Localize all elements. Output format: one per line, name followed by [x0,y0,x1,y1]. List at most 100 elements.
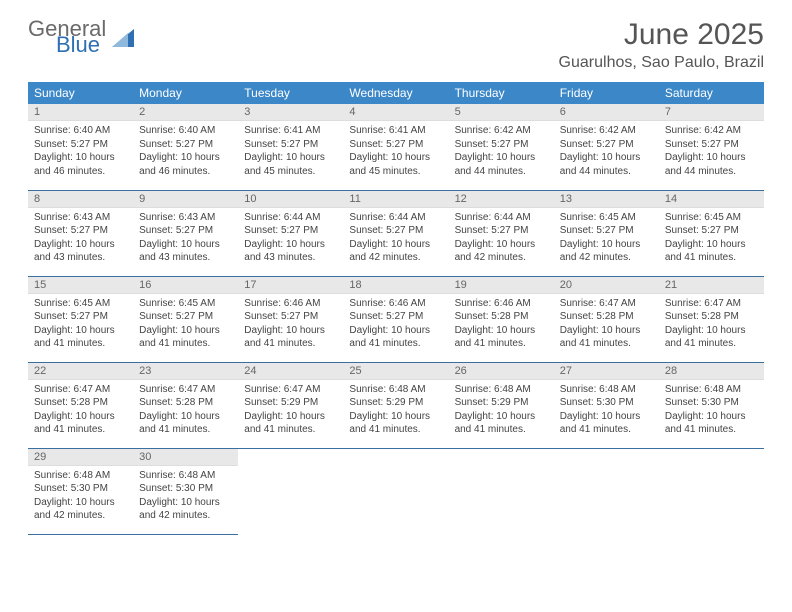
sunrise-line: Sunrise: 6:46 AM [244,297,337,311]
weekday-header: Monday [133,82,238,104]
calendar-cell: 29Sunrise: 6:48 AMSunset: 5:30 PMDayligh… [28,448,133,534]
day-number: 23 [133,363,238,380]
sunrise-line: Sunrise: 6:48 AM [455,383,548,397]
calendar-cell: 30Sunrise: 6:48 AMSunset: 5:30 PMDayligh… [133,448,238,534]
sunrise-line: Sunrise: 6:45 AM [665,211,758,225]
sunset-line: Sunset: 5:27 PM [139,224,232,238]
calendar-page: General Blue June 2025 Guarulhos, Sao Pa… [0,0,792,553]
sunrise-line: Sunrise: 6:48 AM [34,469,127,483]
calendar-cell: 13Sunrise: 6:45 AMSunset: 5:27 PMDayligh… [554,190,659,276]
day-info: Sunrise: 6:41 AMSunset: 5:27 PMDaylight:… [238,121,343,184]
day-info: Sunrise: 6:43 AMSunset: 5:27 PMDaylight:… [28,208,133,271]
weekday-header: Saturday [659,82,764,104]
sunset-line: Sunset: 5:29 PM [455,396,548,410]
calendar-cell: 3Sunrise: 6:41 AMSunset: 5:27 PMDaylight… [238,104,343,190]
calendar-cell: 21Sunrise: 6:47 AMSunset: 5:28 PMDayligh… [659,276,764,362]
calendar-cell: 8Sunrise: 6:43 AMSunset: 5:27 PMDaylight… [28,190,133,276]
calendar-cell: 22Sunrise: 6:47 AMSunset: 5:28 PMDayligh… [28,362,133,448]
sunrise-line: Sunrise: 6:46 AM [455,297,548,311]
daylight-line: Daylight: 10 hours and 42 minutes. [34,496,127,523]
daylight-line: Daylight: 10 hours and 42 minutes. [560,238,653,265]
day-info: Sunrise: 6:45 AMSunset: 5:27 PMDaylight:… [28,294,133,357]
sunset-line: Sunset: 5:30 PM [665,396,758,410]
daylight-line: Daylight: 10 hours and 44 minutes. [665,151,758,178]
sunrise-line: Sunrise: 6:47 AM [34,383,127,397]
calendar-cell [659,448,764,534]
sunrise-line: Sunrise: 6:43 AM [139,211,232,225]
day-number: 26 [449,363,554,380]
calendar-cell: 5Sunrise: 6:42 AMSunset: 5:27 PMDaylight… [449,104,554,190]
day-info: Sunrise: 6:48 AMSunset: 5:29 PMDaylight:… [449,380,554,443]
calendar-cell: 4Sunrise: 6:41 AMSunset: 5:27 PMDaylight… [343,104,448,190]
logo-text: General Blue [28,18,106,56]
logo: General Blue [28,18,136,56]
sunset-line: Sunset: 5:27 PM [665,224,758,238]
daylight-line: Daylight: 10 hours and 41 minutes. [665,324,758,351]
day-number: 16 [133,277,238,294]
day-number: 3 [238,104,343,121]
calendar-cell: 10Sunrise: 6:44 AMSunset: 5:27 PMDayligh… [238,190,343,276]
day-info: Sunrise: 6:47 AMSunset: 5:28 PMDaylight:… [554,294,659,357]
day-info: Sunrise: 6:42 AMSunset: 5:27 PMDaylight:… [554,121,659,184]
daylight-line: Daylight: 10 hours and 45 minutes. [244,151,337,178]
daylight-line: Daylight: 10 hours and 41 minutes. [665,410,758,437]
logo-sail-icon [110,27,136,49]
sunrise-line: Sunrise: 6:47 AM [139,383,232,397]
sunset-line: Sunset: 5:30 PM [139,482,232,496]
day-number: 9 [133,191,238,208]
sunset-line: Sunset: 5:29 PM [244,396,337,410]
title-block: June 2025 Guarulhos, Sao Paulo, Brazil [559,18,764,72]
daylight-line: Daylight: 10 hours and 41 minutes. [349,324,442,351]
sunset-line: Sunset: 5:27 PM [244,310,337,324]
day-info: Sunrise: 6:42 AMSunset: 5:27 PMDaylight:… [449,121,554,184]
day-info: Sunrise: 6:42 AMSunset: 5:27 PMDaylight:… [659,121,764,184]
day-info: Sunrise: 6:48 AMSunset: 5:30 PMDaylight:… [659,380,764,443]
weekday-header-row: SundayMondayTuesdayWednesdayThursdayFrid… [28,82,764,104]
page-title: June 2025 [559,18,764,52]
day-info: Sunrise: 6:48 AMSunset: 5:29 PMDaylight:… [343,380,448,443]
sunrise-line: Sunrise: 6:48 AM [139,469,232,483]
sunset-line: Sunset: 5:27 PM [34,310,127,324]
sunrise-line: Sunrise: 6:45 AM [560,211,653,225]
day-info: Sunrise: 6:44 AMSunset: 5:27 PMDaylight:… [238,208,343,271]
day-info: Sunrise: 6:44 AMSunset: 5:27 PMDaylight:… [343,208,448,271]
sunrise-line: Sunrise: 6:43 AM [34,211,127,225]
daylight-line: Daylight: 10 hours and 42 minutes. [349,238,442,265]
sunrise-line: Sunrise: 6:40 AM [34,124,127,138]
daylight-line: Daylight: 10 hours and 41 minutes. [455,324,548,351]
sunrise-line: Sunrise: 6:44 AM [244,211,337,225]
sunset-line: Sunset: 5:27 PM [349,224,442,238]
sunrise-line: Sunrise: 6:47 AM [665,297,758,311]
sunrise-line: Sunrise: 6:48 AM [560,383,653,397]
day-number: 30 [133,449,238,466]
daylight-line: Daylight: 10 hours and 41 minutes. [244,324,337,351]
day-number: 22 [28,363,133,380]
daylight-line: Daylight: 10 hours and 41 minutes. [560,324,653,351]
location-text: Guarulhos, Sao Paulo, Brazil [559,54,764,72]
sunset-line: Sunset: 5:30 PM [34,482,127,496]
header: General Blue June 2025 Guarulhos, Sao Pa… [28,18,764,72]
sunrise-line: Sunrise: 6:42 AM [665,124,758,138]
daylight-line: Daylight: 10 hours and 43 minutes. [34,238,127,265]
sunrise-line: Sunrise: 6:47 AM [560,297,653,311]
sunrise-line: Sunrise: 6:46 AM [349,297,442,311]
day-number: 18 [343,277,448,294]
calendar-cell: 20Sunrise: 6:47 AMSunset: 5:28 PMDayligh… [554,276,659,362]
day-number: 19 [449,277,554,294]
sunset-line: Sunset: 5:27 PM [34,224,127,238]
daylight-line: Daylight: 10 hours and 41 minutes. [139,324,232,351]
sunrise-line: Sunrise: 6:42 AM [455,124,548,138]
calendar-cell [449,448,554,534]
weekday-header: Friday [554,82,659,104]
day-number: 2 [133,104,238,121]
calendar-cell: 26Sunrise: 6:48 AMSunset: 5:29 PMDayligh… [449,362,554,448]
sunrise-line: Sunrise: 6:45 AM [34,297,127,311]
daylight-line: Daylight: 10 hours and 43 minutes. [244,238,337,265]
day-number: 1 [28,104,133,121]
calendar-row: 15Sunrise: 6:45 AMSunset: 5:27 PMDayligh… [28,276,764,362]
calendar-cell: 9Sunrise: 6:43 AMSunset: 5:27 PMDaylight… [133,190,238,276]
calendar-row: 22Sunrise: 6:47 AMSunset: 5:28 PMDayligh… [28,362,764,448]
calendar-cell: 15Sunrise: 6:45 AMSunset: 5:27 PMDayligh… [28,276,133,362]
day-info: Sunrise: 6:40 AMSunset: 5:27 PMDaylight:… [28,121,133,184]
sunrise-line: Sunrise: 6:45 AM [139,297,232,311]
